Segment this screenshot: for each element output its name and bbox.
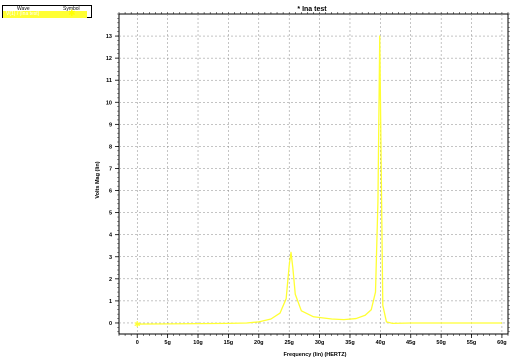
x-tick-label: 30g bbox=[315, 340, 324, 346]
series-marker: ✱ bbox=[134, 320, 141, 329]
plot-area: 0 5g 10g 15g 20g 25g 30g 35g 40g 45g 50g 55g 60g0123… bbox=[106, 12, 510, 346]
x-tick-label: 40g bbox=[376, 340, 385, 346]
chart-title: * Ina test bbox=[297, 6, 327, 13]
series-line bbox=[137, 35, 502, 325]
y-tick-label: 11 bbox=[106, 78, 112, 84]
y-tick-label: 7 bbox=[109, 166, 112, 172]
y-tick-label: 0 bbox=[109, 321, 112, 327]
y-tick-label: 13 bbox=[106, 34, 112, 40]
plot-frame bbox=[118, 13, 509, 335]
y-tick-label: 9 bbox=[109, 122, 112, 128]
legend-entry-name: V(1) / (Ina test) bbox=[6, 11, 40, 17]
star-icon: ✱ bbox=[68, 8, 76, 18]
x-tick-label: 60g bbox=[497, 340, 506, 346]
x-tick-label: 45g bbox=[406, 340, 415, 346]
x-tick-label: 10g bbox=[193, 340, 202, 346]
x-tick-label: 35g bbox=[345, 340, 354, 346]
y-tick-label: 12 bbox=[106, 56, 112, 62]
y-tick-label: 6 bbox=[109, 189, 112, 195]
x-tick-label: 25g bbox=[284, 340, 293, 346]
y-tick-label: 5 bbox=[109, 211, 112, 217]
y-axis-label: Volts Mag (lin) bbox=[95, 161, 101, 198]
y-tick-label: 8 bbox=[109, 144, 112, 150]
x-tick-label: 55g bbox=[467, 340, 476, 346]
x-axis-label: Frequency (lin) (HERTZ) bbox=[284, 352, 347, 358]
y-tick-label: 1 bbox=[109, 299, 112, 305]
x-tick-label: 0 bbox=[136, 340, 139, 346]
y-tick-label: 4 bbox=[109, 233, 113, 239]
legend-symbol-header: Symbol bbox=[63, 6, 80, 12]
legend-entry[interactable]: V(1) / (Ina test) ✱ bbox=[3, 8, 87, 18]
x-tick-label: 20g bbox=[254, 340, 263, 346]
legend-wave-header: Wave bbox=[17, 6, 30, 12]
y-tick-label: 3 bbox=[109, 255, 112, 261]
x-tick-label: 5g bbox=[164, 340, 170, 346]
x-tick-label: 50g bbox=[436, 340, 445, 346]
x-tick-label: 15g bbox=[224, 340, 233, 346]
y-tick-label: 10 bbox=[106, 100, 112, 106]
y-tick-label: 2 bbox=[109, 277, 112, 283]
